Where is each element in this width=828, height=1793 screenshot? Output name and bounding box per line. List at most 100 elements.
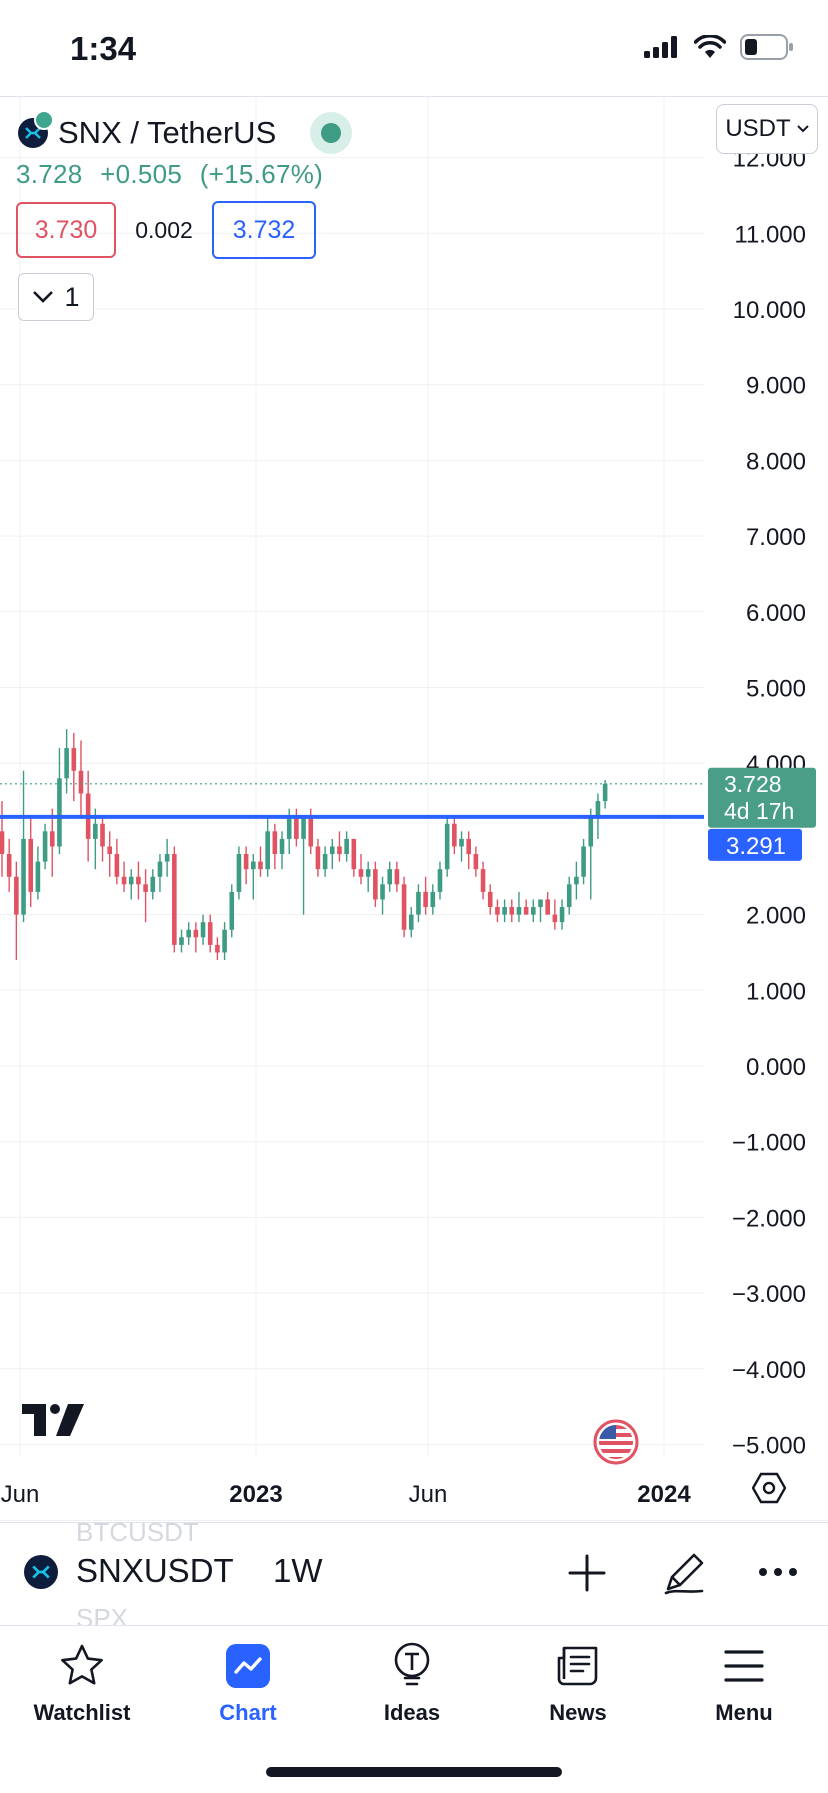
plus-icon[interactable] — [567, 1553, 607, 1593]
candle-body — [315, 846, 321, 870]
price-change: +0.505 — [100, 159, 183, 189]
y-axis-tick-label: 2.000 — [746, 903, 806, 930]
symbol-title[interactable]: SNX / TetherUS — [58, 115, 277, 150]
candle-body — [394, 869, 400, 885]
candle-body — [495, 907, 500, 915]
bid-ask-panel: 3.730 0.002 3.732 — [16, 201, 316, 259]
more-options-icon[interactable] — [758, 1567, 798, 1577]
candle-body — [229, 891, 235, 930]
candle-body — [251, 861, 256, 870]
y-axis-tick-label: 6.000 — [746, 600, 806, 627]
candle-body — [14, 876, 19, 915]
candle-body — [351, 838, 357, 870]
tab-chart[interactable]: Chart — [168, 1642, 328, 1726]
candle-body — [523, 907, 529, 915]
chart-icon — [226, 1644, 270, 1688]
y-axis-tick-label: 0.000 — [746, 1054, 806, 1081]
candle-body — [473, 854, 479, 870]
candle-body — [157, 861, 163, 877]
candle-body — [143, 884, 148, 892]
candle-body — [308, 816, 314, 847]
synthetix-logo-icon — [18, 110, 54, 148]
tab-menu[interactable]: Menu — [664, 1642, 824, 1726]
y-axis-tick-label: 8.000 — [746, 448, 806, 475]
status-icons — [644, 34, 794, 60]
menu-icon — [724, 1650, 764, 1682]
indicators-collapse-button[interactable]: 1 — [18, 273, 94, 321]
candle-body — [258, 861, 263, 870]
candle-body — [193, 929, 199, 938]
tab-label: Menu — [715, 1700, 773, 1725]
market-open-status-icon[interactable] — [310, 112, 353, 154]
candle-body — [595, 801, 601, 817]
x-axis-tick-label: 2024 — [637, 1481, 691, 1508]
candle-body — [279, 838, 285, 855]
y-axis-tick-label: 7.000 — [746, 524, 806, 551]
candle-body — [222, 929, 227, 953]
x-axis-tick-label: Jun — [1, 1481, 40, 1508]
candle-body — [186, 929, 191, 938]
symbol-header[interactable]: SNX / TetherUS — [18, 110, 353, 154]
candle-body — [294, 816, 299, 839]
battery-icon — [740, 34, 793, 60]
candle-body — [35, 861, 41, 892]
candle-body — [401, 884, 407, 930]
candle-body — [552, 914, 558, 923]
drawing-tools-icon[interactable] — [662, 1551, 706, 1595]
candle-body — [423, 891, 428, 908]
horizontal-line-label-bg — [708, 828, 802, 861]
bar-countdown-label: 4d 17h — [724, 798, 794, 824]
currency-label: USDT — [725, 115, 791, 142]
spread-value: 0.002 — [135, 216, 193, 243]
candle-body — [57, 778, 62, 847]
interval-button[interactable]: 1W — [273, 1552, 323, 1589]
candle-body — [150, 876, 156, 892]
candle-body — [380, 884, 385, 900]
tab-label: Watchlist — [33, 1700, 131, 1725]
tradingview-logo-icon — [22, 1404, 84, 1436]
y-axis-tick-label: −3.000 — [732, 1281, 806, 1308]
candle-body — [136, 876, 141, 885]
tab-label: News — [549, 1700, 607, 1725]
candle-body — [329, 846, 335, 855]
us-flag-icon[interactable] — [593, 1419, 639, 1465]
tab-ideas[interactable]: Ideas — [332, 1642, 492, 1726]
candle-body — [373, 869, 378, 900]
star-icon — [61, 1644, 103, 1685]
symbol-toolbar: BTCUSDT SPX SNXUSDT 1W — [0, 1517, 828, 1633]
candle-body — [452, 823, 457, 847]
candle-body — [265, 831, 270, 870]
candle-body — [358, 869, 364, 877]
chart-area[interactable]: 1 2.000 11.000 10.000 9.000 8.000 7.000 6.000 5.… — [0, 97, 828, 1521]
candle-body — [114, 854, 120, 877]
candle-body — [365, 869, 371, 877]
news-icon — [557, 1646, 598, 1686]
tab-news[interactable]: News — [498, 1642, 658, 1726]
y-axis-tick-label: −1.000 — [732, 1130, 806, 1157]
candle-body — [243, 854, 249, 870]
candle-body — [387, 869, 393, 885]
candle-body — [480, 869, 486, 892]
lightbulb-icon — [394, 1642, 430, 1686]
buy-button[interactable]: 3.732 — [212, 201, 316, 259]
candle-body — [322, 854, 328, 870]
candle-body — [236, 854, 242, 892]
candle-body — [6, 854, 12, 877]
candle-body — [487, 891, 493, 908]
chart-settings-icon[interactable] — [752, 1471, 786, 1505]
sell-button[interactable]: 3.730 — [16, 202, 116, 258]
candle-body — [42, 831, 48, 862]
candle-body — [531, 907, 536, 915]
tab-watchlist[interactable]: Watchlist — [2, 1642, 162, 1726]
chevron-down-icon — [33, 291, 54, 303]
price-chart[interactable]: 1 2.000 11.000 10.000 9.000 8.000 7.000 6.000 5.… — [0, 97, 828, 1521]
candle-body — [559, 907, 565, 923]
home-indicator — [266, 1767, 562, 1777]
candle-body — [100, 823, 105, 847]
candle-body — [581, 846, 586, 877]
currency-selector[interactable]: USDT — [716, 104, 818, 154]
wifi-icon — [694, 35, 726, 58]
symbol-search-button[interactable]: SNXUSDT — [76, 1552, 234, 1589]
y-axis-tick-label: 11.000 — [734, 221, 806, 248]
y-axis-tick-label: 10.000 — [733, 297, 806, 324]
